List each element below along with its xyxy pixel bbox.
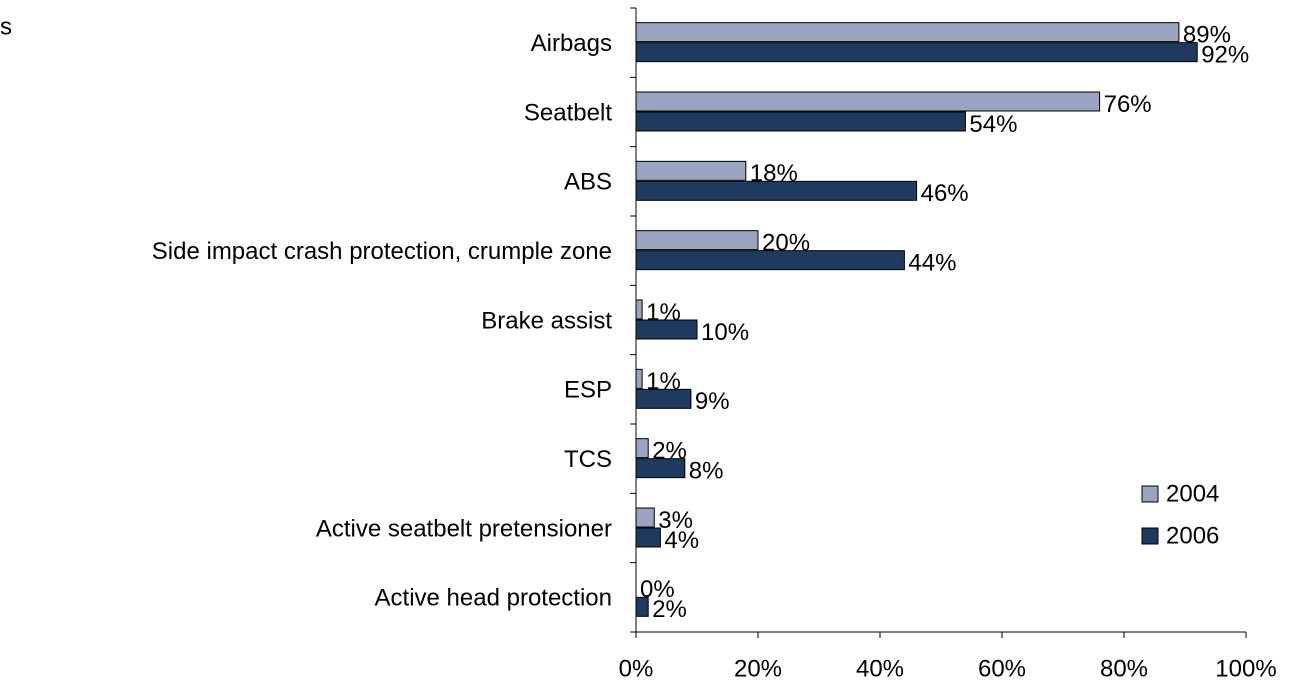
x-tick-label: 40% (856, 655, 904, 682)
x-tick-label: 0% (619, 655, 654, 682)
bar (635, 111, 966, 132)
bar (635, 42, 1198, 63)
legend-swatch (1141, 485, 1159, 503)
bar (635, 319, 698, 340)
category-label: TCS (564, 446, 612, 473)
legend-label: 2006 (1166, 522, 1219, 549)
x-tick-label: 20% (734, 655, 782, 682)
bar (635, 91, 1101, 112)
value-label: 8% (689, 458, 724, 485)
bar (635, 368, 643, 389)
value-label: 54% (969, 111, 1017, 138)
category-label: ESP (564, 377, 612, 404)
category-label: Seatbelt (524, 99, 612, 126)
bar (635, 160, 747, 181)
bar (635, 388, 692, 409)
bar (635, 180, 918, 201)
value-label: 4% (664, 527, 699, 554)
value-label: 3% (658, 507, 693, 534)
bar (635, 527, 661, 548)
value-label: 46% (921, 180, 969, 207)
value-label: 10% (701, 319, 749, 346)
bar (635, 458, 686, 479)
bar (635, 438, 649, 459)
x-tick-label: 100% (1215, 655, 1276, 682)
bar (635, 230, 759, 251)
annotation: s (0, 13, 12, 40)
category-label: Active head protection (375, 585, 612, 612)
value-label: 76% (1104, 91, 1152, 118)
category-label: Brake assist (481, 307, 612, 334)
legend-label: 2004 (1166, 480, 1219, 507)
bar (635, 250, 905, 271)
bar (635, 507, 655, 528)
x-tick-label: 60% (978, 655, 1026, 682)
category-label: Active seatbelt pretensioner (316, 515, 612, 542)
x-tick-label: 80% (1100, 655, 1148, 682)
bar (635, 22, 1180, 43)
category-label: Side impact crash protection, crumple zo… (152, 238, 612, 265)
value-label: 2% (652, 596, 687, 623)
value-label: 44% (908, 250, 956, 277)
category-label: ABS (564, 169, 612, 196)
value-label: 92% (1201, 42, 1249, 69)
category-label: Airbags (531, 30, 612, 57)
bar (635, 299, 643, 320)
value-label: 9% (695, 388, 730, 415)
bar (635, 596, 649, 617)
legend-swatch (1141, 527, 1159, 545)
